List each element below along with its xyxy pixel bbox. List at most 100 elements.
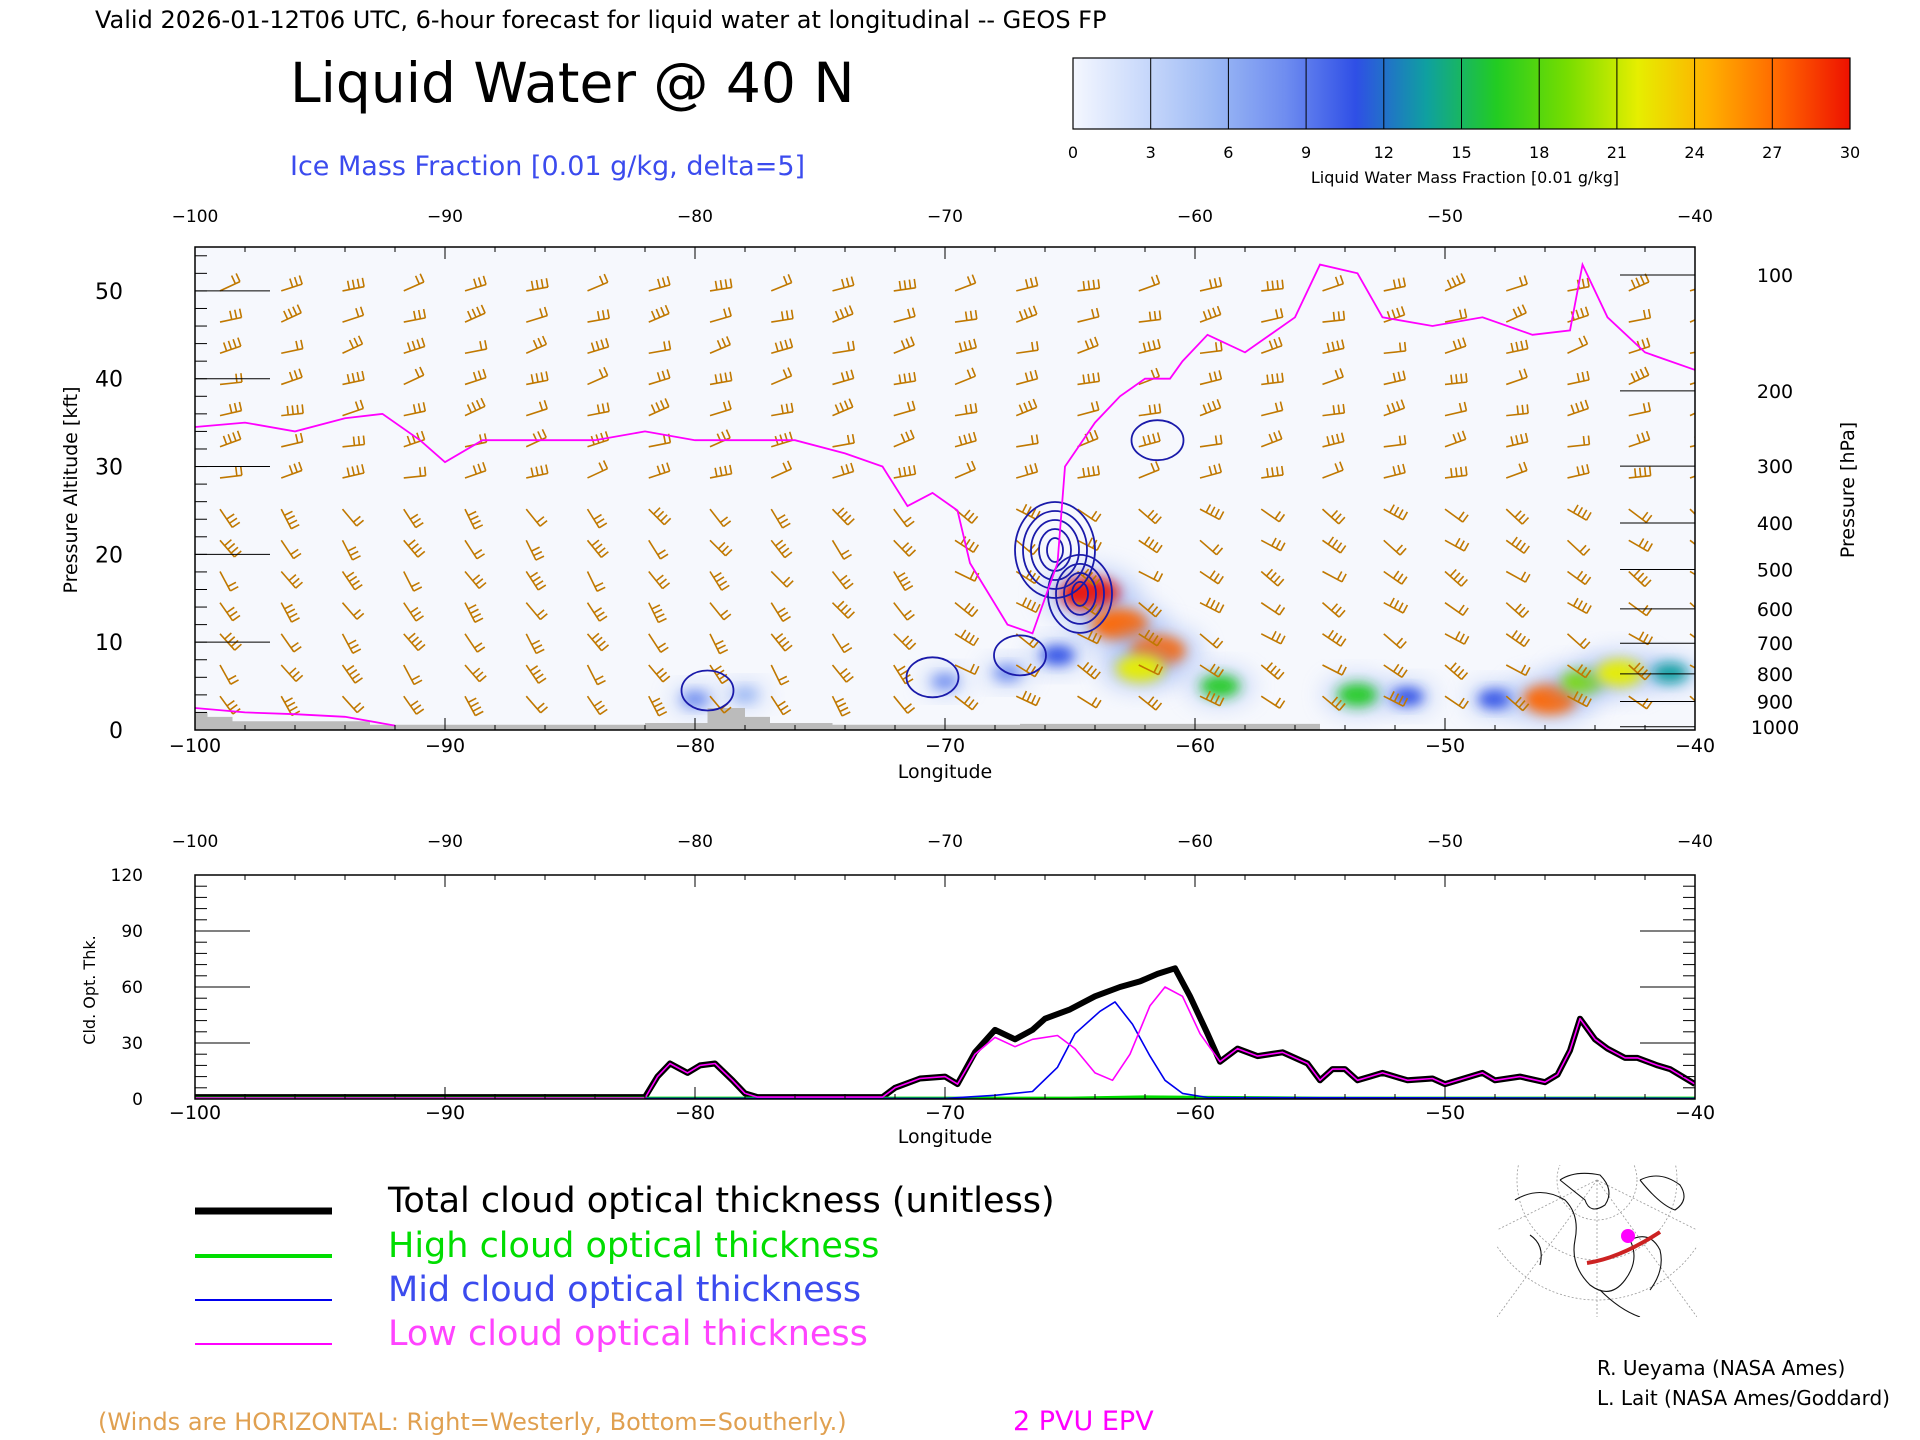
wind-barb <box>954 431 977 448</box>
series-total-line <box>195 965 1695 1099</box>
wind-barb <box>770 632 793 652</box>
wind-barb <box>464 695 484 717</box>
wind-barb <box>1383 663 1408 678</box>
colorbar-tick-label: 15 <box>1451 143 1471 162</box>
liquid-water-core <box>1596 659 1644 687</box>
wind-barb <box>281 404 304 417</box>
liquid-water-core <box>732 687 758 702</box>
wind-barb <box>1567 504 1592 521</box>
wind-barb <box>709 508 732 528</box>
wind-barb <box>1689 381 1695 386</box>
wind-barb <box>1015 305 1038 323</box>
page-title: Liquid Water @ 40 N <box>290 51 855 115</box>
wind-barb <box>1689 436 1695 448</box>
wind-barb <box>1505 602 1530 618</box>
wind-barb <box>648 507 672 526</box>
location-marker <box>1621 1229 1635 1243</box>
wind-barb <box>1689 508 1695 516</box>
wind-barb <box>893 336 915 355</box>
top-y-tick-label: 20 <box>95 543 123 568</box>
wind-barb <box>1321 602 1346 618</box>
wind-barb <box>709 307 732 323</box>
wind-barb <box>586 664 606 686</box>
top-x-tick-label: −50 <box>1425 735 1465 757</box>
wind-barb <box>1567 335 1589 354</box>
wind-barb <box>525 602 548 621</box>
wind-barb <box>1199 463 1223 479</box>
wind-barb <box>770 508 791 529</box>
wind-barb <box>1322 570 1347 583</box>
wind-barb <box>587 366 609 386</box>
wind-barb <box>280 304 302 323</box>
wind-barb <box>1138 695 1163 711</box>
wind-barb <box>1138 339 1161 355</box>
wind-barb <box>1199 690 1225 707</box>
wind-barb <box>281 432 304 448</box>
legend-label-low: Low cloud optical thickness <box>388 1314 868 1354</box>
cross-section-track <box>1586 1230 1662 1265</box>
wind-barb <box>341 539 361 561</box>
epv-2pvu-line-low <box>195 707 396 727</box>
wind-barb <box>770 367 793 386</box>
ice-contour <box>905 656 960 699</box>
wind-barb <box>341 664 363 684</box>
wind-barb <box>464 462 487 479</box>
wind-barb <box>586 508 608 529</box>
ice-contour <box>680 669 735 712</box>
wind-barb <box>526 371 549 386</box>
wind-barb <box>281 339 304 355</box>
wind-barb <box>403 308 427 323</box>
bottom-x-tick-label: −80 <box>675 1102 715 1124</box>
ice-contour <box>1130 419 1185 462</box>
wind-barb <box>648 602 667 624</box>
wind-barb <box>1689 570 1695 576</box>
wind-barb <box>280 664 304 682</box>
wind-barb <box>1138 432 1161 448</box>
wind-barb <box>1628 273 1650 292</box>
top-plot-background <box>195 247 1695 730</box>
wind-barb <box>1322 403 1346 417</box>
wind-barb <box>893 539 917 557</box>
wind-barb <box>893 695 916 714</box>
wind-barb <box>893 307 916 323</box>
wind-barb <box>1444 430 1467 448</box>
wind-barb <box>1016 369 1039 386</box>
wind-barb <box>954 367 977 386</box>
wind-barb <box>1689 475 1695 479</box>
epv-2pvu-line <box>195 261 1695 635</box>
wind-barb <box>1505 461 1528 479</box>
top-x-tick-label-upper: −70 <box>927 207 963 227</box>
wind-barb <box>1260 695 1286 709</box>
wind-barb <box>954 695 979 711</box>
ice-contour <box>1055 562 1105 625</box>
wind-barb <box>1567 664 1592 679</box>
wind-barb <box>586 695 608 716</box>
wind-barb <box>1567 597 1592 615</box>
wind-barb <box>219 571 239 592</box>
wind-barb <box>341 633 362 654</box>
wind-barb <box>1444 466 1468 479</box>
wind-barb <box>954 274 977 292</box>
bottom-x-tick-label-upper: −60 <box>1177 832 1213 852</box>
wind-barb <box>525 571 547 591</box>
wind-barb <box>1628 538 1653 553</box>
wind-barb <box>464 602 484 623</box>
wind-barb <box>1199 305 1222 323</box>
wind-barb <box>1628 695 1653 710</box>
top-p-tick-label: 600 <box>1757 599 1793 621</box>
wind-barb <box>1444 308 1468 323</box>
legend-label-total: Total cloud optical thickness (unitless) <box>387 1181 1055 1221</box>
wind-barb <box>1016 434 1039 448</box>
wind-barb <box>587 460 609 479</box>
wind-barb <box>770 570 794 588</box>
wind-barb <box>1261 465 1284 479</box>
wind-barb <box>1506 432 1529 448</box>
wind-barb <box>1076 661 1101 680</box>
wind-barb <box>831 695 851 717</box>
wind-barb <box>1567 435 1591 448</box>
colorbar-tick-label: 0 <box>1068 143 1078 162</box>
top-ylabel-right: Pressure [hPa] <box>1837 422 1859 558</box>
wind-barb <box>586 539 609 559</box>
wind-barb <box>464 664 487 683</box>
wind-barb <box>464 633 486 653</box>
